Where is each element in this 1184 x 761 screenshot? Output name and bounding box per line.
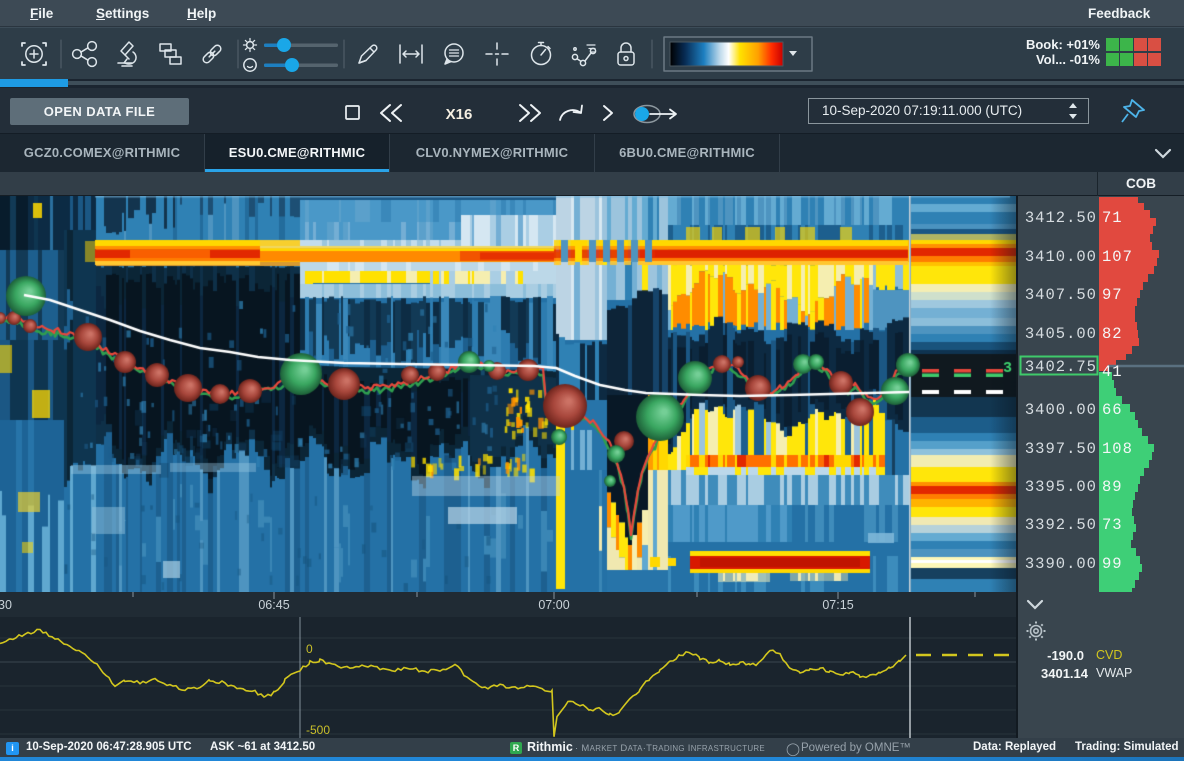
svg-text:97: 97 — [1102, 286, 1123, 304]
svg-text:99: 99 — [1102, 555, 1123, 573]
svg-text:Book: +01%: Book: +01% — [1026, 37, 1100, 52]
svg-text:73: 73 — [1102, 516, 1123, 534]
svg-text:66: 66 — [1102, 401, 1123, 419]
svg-text:-190.0: -190.0 — [1047, 648, 1084, 663]
svg-text:Vol... -01%: Vol... -01% — [1036, 52, 1100, 67]
svg-text:3400.00: 3400.00 — [1025, 401, 1097, 419]
svg-text:3412.50: 3412.50 — [1025, 209, 1097, 227]
svg-text:07:15: 07:15 — [822, 598, 853, 612]
svg-text:06:45: 06:45 — [258, 598, 289, 612]
svg-text:3407.50: 3407.50 — [1025, 286, 1097, 304]
svg-text:0: 0 — [306, 642, 313, 656]
svg-text:3392.50: 3392.50 — [1025, 516, 1097, 534]
svg-text:3402.75: 3402.75 — [1025, 358, 1097, 376]
svg-text:-500: -500 — [306, 723, 330, 737]
svg-text:41: 41 — [1102, 363, 1123, 381]
svg-text:108: 108 — [1102, 440, 1133, 458]
svg-text:X16: X16 — [446, 106, 473, 123]
svg-text:3397.50: 3397.50 — [1025, 440, 1097, 458]
svg-text:07:00: 07:00 — [538, 598, 569, 612]
svg-text:3401.14: 3401.14 — [1041, 666, 1089, 681]
svg-text:82: 82 — [1102, 325, 1123, 343]
svg-text:VWAP: VWAP — [1096, 666, 1132, 680]
svg-text:CVD: CVD — [1096, 648, 1122, 662]
svg-text:71: 71 — [1102, 209, 1123, 227]
svg-text:3395.00: 3395.00 — [1025, 478, 1097, 496]
svg-text:3405.00: 3405.00 — [1025, 325, 1097, 343]
svg-text:3410.00: 3410.00 — [1025, 248, 1097, 266]
svg-text:107: 107 — [1102, 248, 1133, 266]
svg-text:30: 30 — [0, 598, 12, 612]
svg-text:89: 89 — [1102, 478, 1123, 496]
svg-text:3390.00: 3390.00 — [1025, 555, 1097, 573]
